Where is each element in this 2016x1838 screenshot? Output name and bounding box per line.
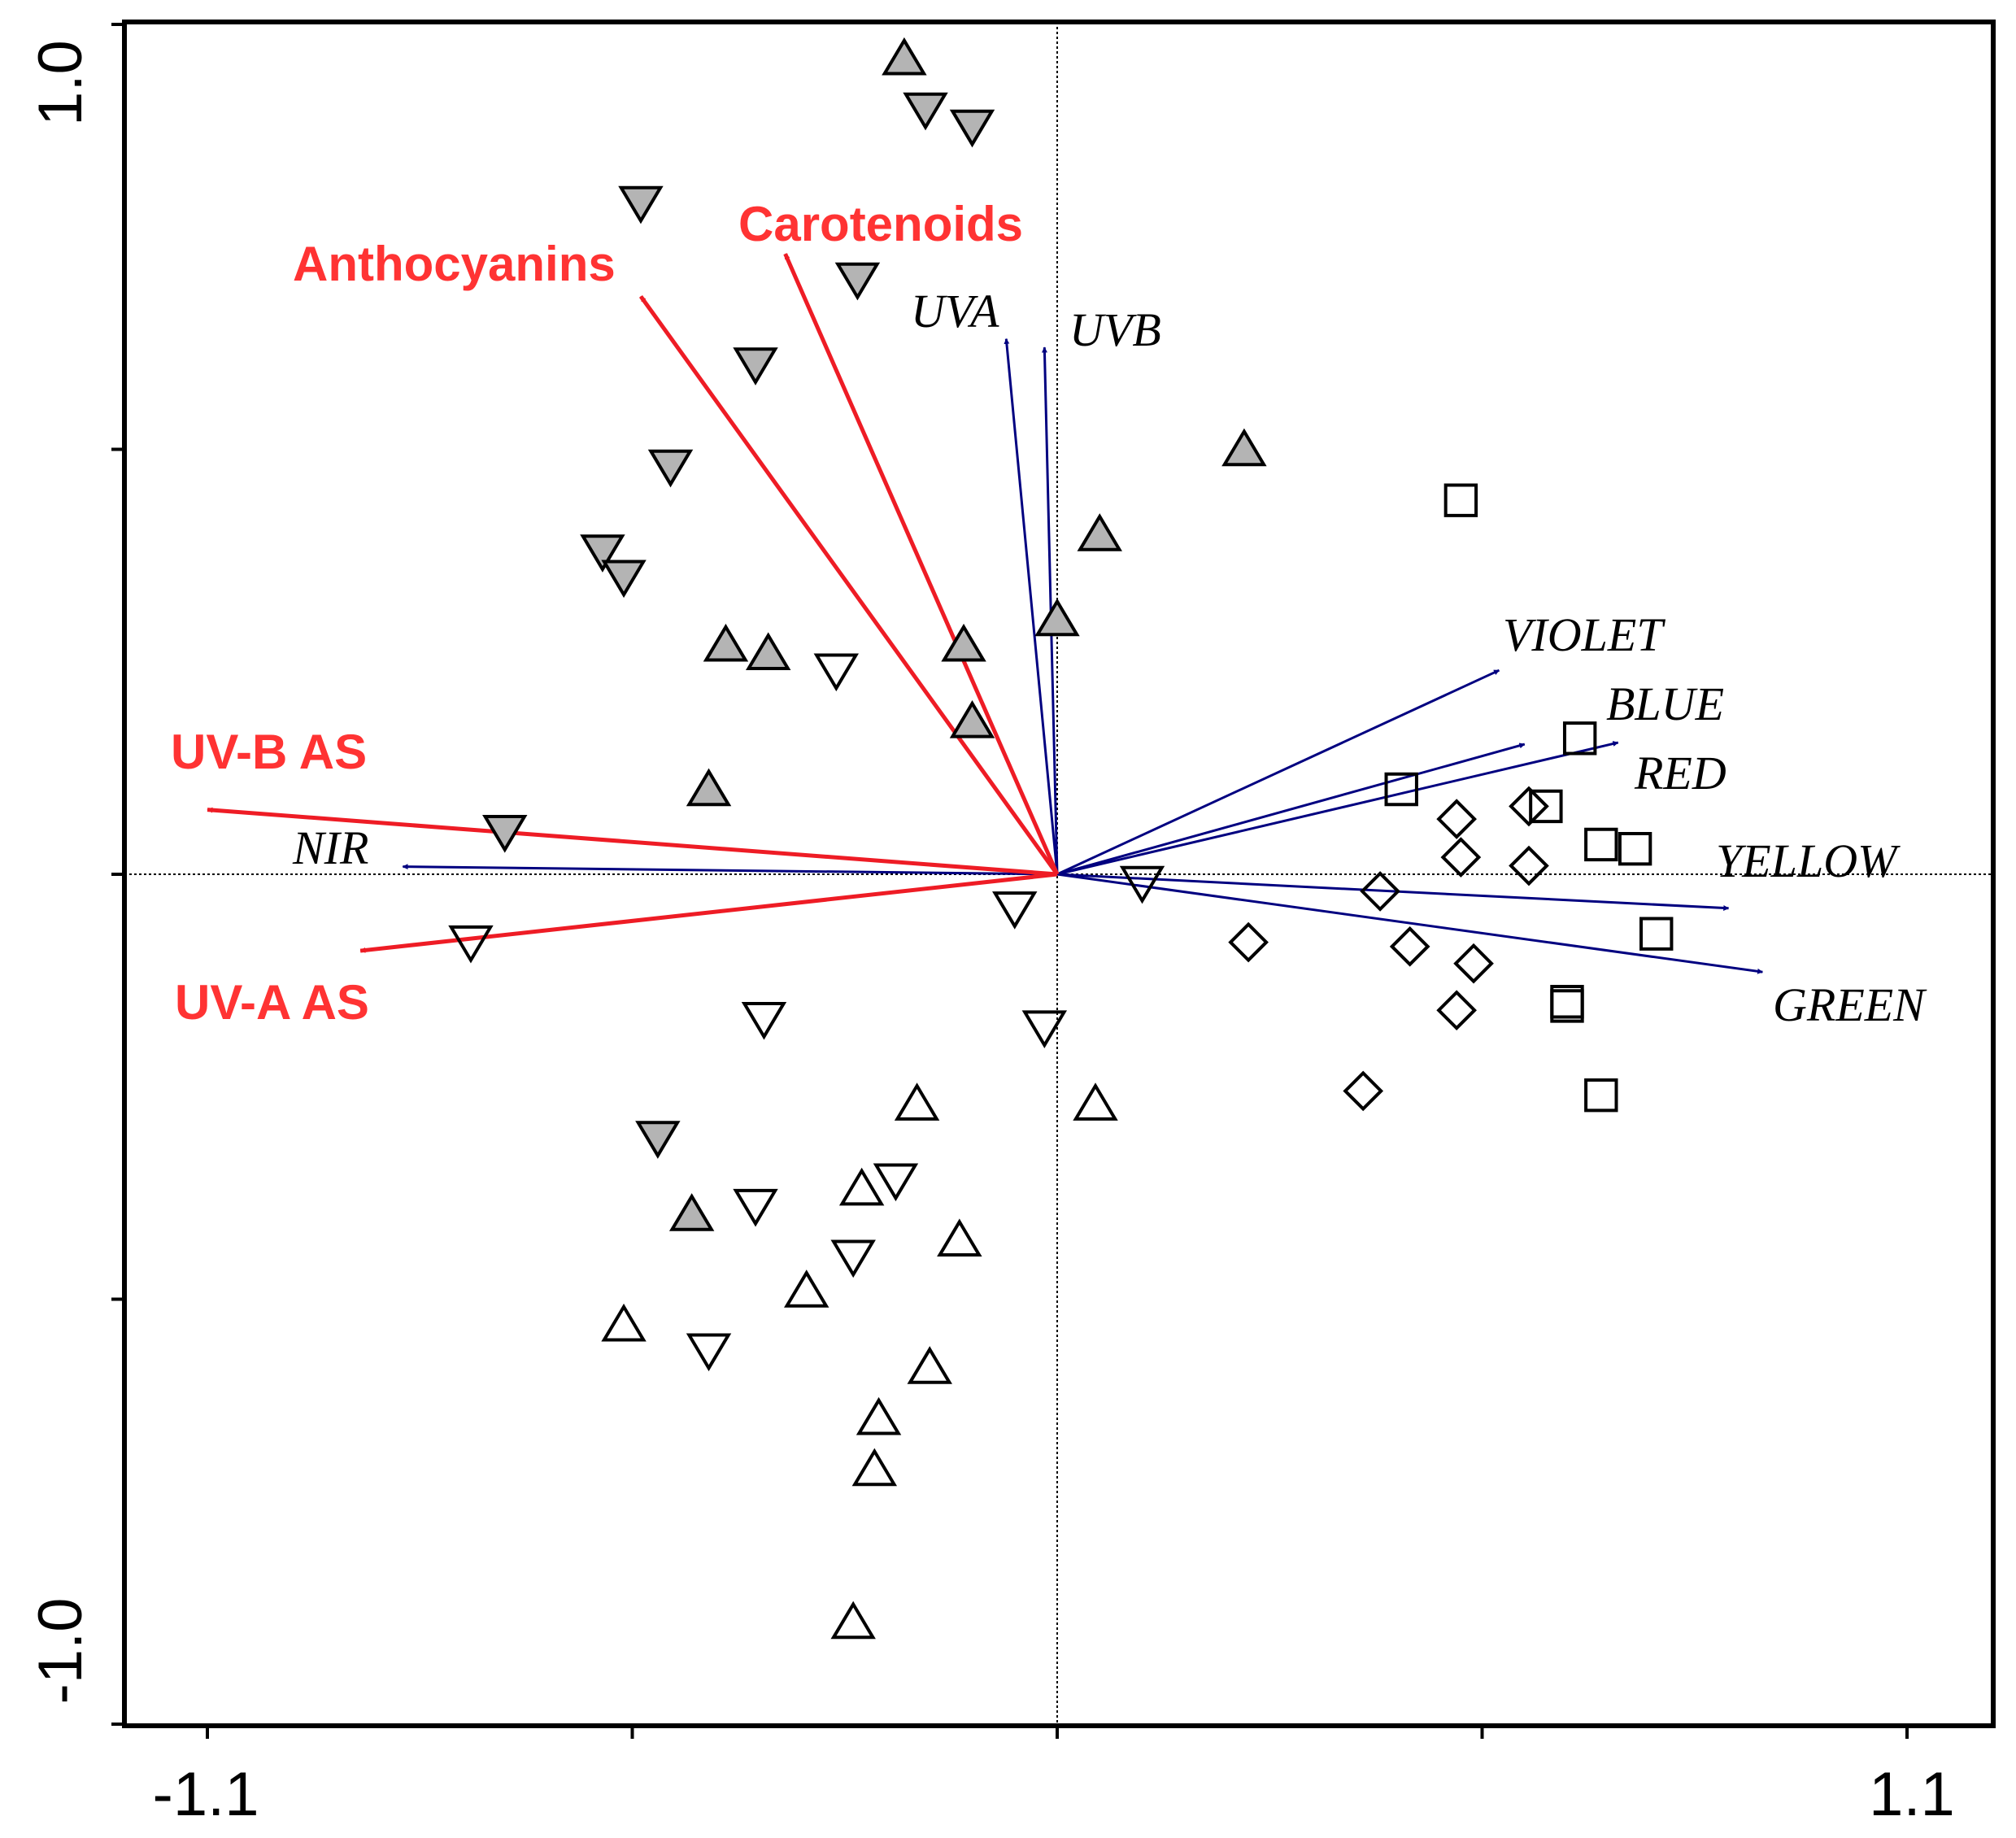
label-nir: NIR [292, 821, 368, 874]
point-gray-down-triangles-6 [580, 534, 625, 573]
point-gray-down-triangles-4 [733, 347, 778, 385]
label-blue: BLUE [1606, 677, 1724, 730]
point-gray-up-triangles-3 [1034, 598, 1080, 637]
point-open-diamonds-2 [1440, 837, 1482, 878]
point-open-squares-8 [1550, 989, 1584, 1023]
point-gray-down-triangles-8 [482, 815, 528, 853]
point-open-up-triangles-2 [838, 1167, 885, 1206]
vector-red [1056, 741, 1619, 876]
point-gray-up-triangles-4 [941, 623, 986, 662]
point-gray-up-triangles-7 [949, 699, 995, 738]
point-gray-up-triangles-9 [668, 1193, 715, 1231]
point-gray-up-triangles-2 [1077, 513, 1122, 551]
point-open-down-triangles-9 [686, 1333, 732, 1372]
point-open-diamonds-6 [1389, 926, 1430, 967]
vector-blue [1056, 743, 1526, 876]
point-gray-down-triangles-0 [903, 92, 948, 131]
point-open-squares-5 [1618, 831, 1652, 866]
point-open-up-triangles-5 [601, 1303, 647, 1342]
label-green: GREEN [1773, 978, 1927, 1031]
point-gray-down-triangles-2 [618, 185, 664, 224]
vector-labels: Anthocyanins Carotenoids UV-B AS UV-A AS UVA… [171, 197, 1927, 1031]
point-open-diamonds-9 [1343, 1070, 1384, 1112]
sample-points [448, 37, 1674, 1640]
point-open-down-triangles-0 [813, 653, 860, 692]
point-open-down-triangles-2 [992, 891, 1038, 930]
point-open-up-triangles-1 [1073, 1082, 1118, 1121]
vector-green [1056, 873, 1764, 974]
point-open-up-triangles-8 [851, 1448, 898, 1487]
label-uv-a-as: UV-A AS [175, 975, 369, 1030]
label-red: RED [1634, 747, 1726, 799]
point-open-diamonds-3 [1509, 845, 1549, 886]
point-open-down-triangles-7 [733, 1188, 778, 1227]
point-open-diamonds-4 [1360, 871, 1400, 912]
point-open-squares-1 [1562, 721, 1597, 756]
point-open-down-triangles-1 [1119, 865, 1165, 904]
point-gray-down-triangles-3 [834, 262, 881, 301]
y-tick-label-min: -1.0 [26, 1598, 95, 1705]
axis-ticks [111, 23, 1909, 1739]
point-gray-up-triangles-1 [1221, 428, 1267, 467]
point-open-diamonds-8 [1436, 990, 1477, 1031]
point-open-up-triangles-7 [856, 1396, 902, 1435]
x-tick-label-max: 1.1 [1869, 1760, 1955, 1829]
point-gray-up-triangles-6 [745, 632, 791, 670]
label-yellow: YELLOW [1716, 834, 1901, 887]
x-tick-label-min: -1.1 [153, 1760, 259, 1829]
label-uv-b-as: UV-B AS [171, 725, 367, 779]
label-uva: UVA [911, 285, 999, 338]
point-gray-down-triangles-5 [647, 449, 694, 488]
point-open-diamonds-1 [1509, 786, 1549, 827]
point-gray-down-triangles-9 [635, 1121, 681, 1159]
vector-yellow [1056, 873, 1730, 911]
point-open-squares-2 [1384, 772, 1418, 807]
point-open-down-triangles-6 [873, 1163, 919, 1202]
pigment-vectors [207, 253, 1060, 953]
label-uvb: UVB [1069, 303, 1161, 356]
point-open-squares-4 [1584, 827, 1618, 862]
vector-uva [1004, 338, 1059, 875]
point-gray-up-triangles-8 [686, 768, 732, 807]
point-open-diamonds-0 [1436, 799, 1477, 839]
vector-violet [1056, 669, 1500, 876]
vector-carotenoids [783, 253, 1060, 876]
label-anthocyanins: Anthocyanins [293, 237, 616, 291]
point-open-down-triangles-5 [1021, 1010, 1068, 1049]
point-open-up-triangles-6 [907, 1346, 952, 1384]
label-violet: VIOLET [1503, 608, 1665, 661]
point-open-diamonds-7 [1453, 943, 1494, 984]
point-gray-up-triangles-0 [882, 37, 927, 76]
point-open-squares-0 [1443, 483, 1478, 517]
point-gray-down-triangles-7 [601, 560, 647, 599]
point-open-down-triangles-4 [741, 1001, 787, 1040]
point-open-up-triangles-4 [784, 1270, 829, 1308]
axis-tick-labels: -1.1 1.1 1.0 -1.0 [26, 40, 1955, 1829]
point-open-squares-3 [1529, 789, 1563, 824]
point-open-down-triangles-8 [830, 1239, 876, 1278]
y-tick-label-max: 1.0 [26, 40, 95, 126]
point-gray-up-triangles-5 [703, 623, 749, 662]
vector-anthocyanins [638, 294, 1060, 876]
point-open-squares-6 [1639, 917, 1674, 951]
vector-nir [402, 864, 1058, 876]
vector-uv-b-as [207, 807, 1058, 877]
point-open-up-triangles-9 [830, 1601, 876, 1640]
point-open-up-triangles-0 [894, 1082, 940, 1121]
vector-uv-a-as [359, 872, 1058, 953]
label-carotenoids: Carotenoids [738, 197, 1023, 251]
point-gray-down-triangles-1 [949, 109, 995, 148]
environment-vectors [402, 338, 1764, 974]
point-open-down-triangles-3 [448, 925, 494, 964]
point-open-diamonds-5 [1228, 921, 1269, 963]
point-open-up-triangles-3 [937, 1218, 982, 1257]
point-open-squares-9 [1584, 1078, 1618, 1113]
